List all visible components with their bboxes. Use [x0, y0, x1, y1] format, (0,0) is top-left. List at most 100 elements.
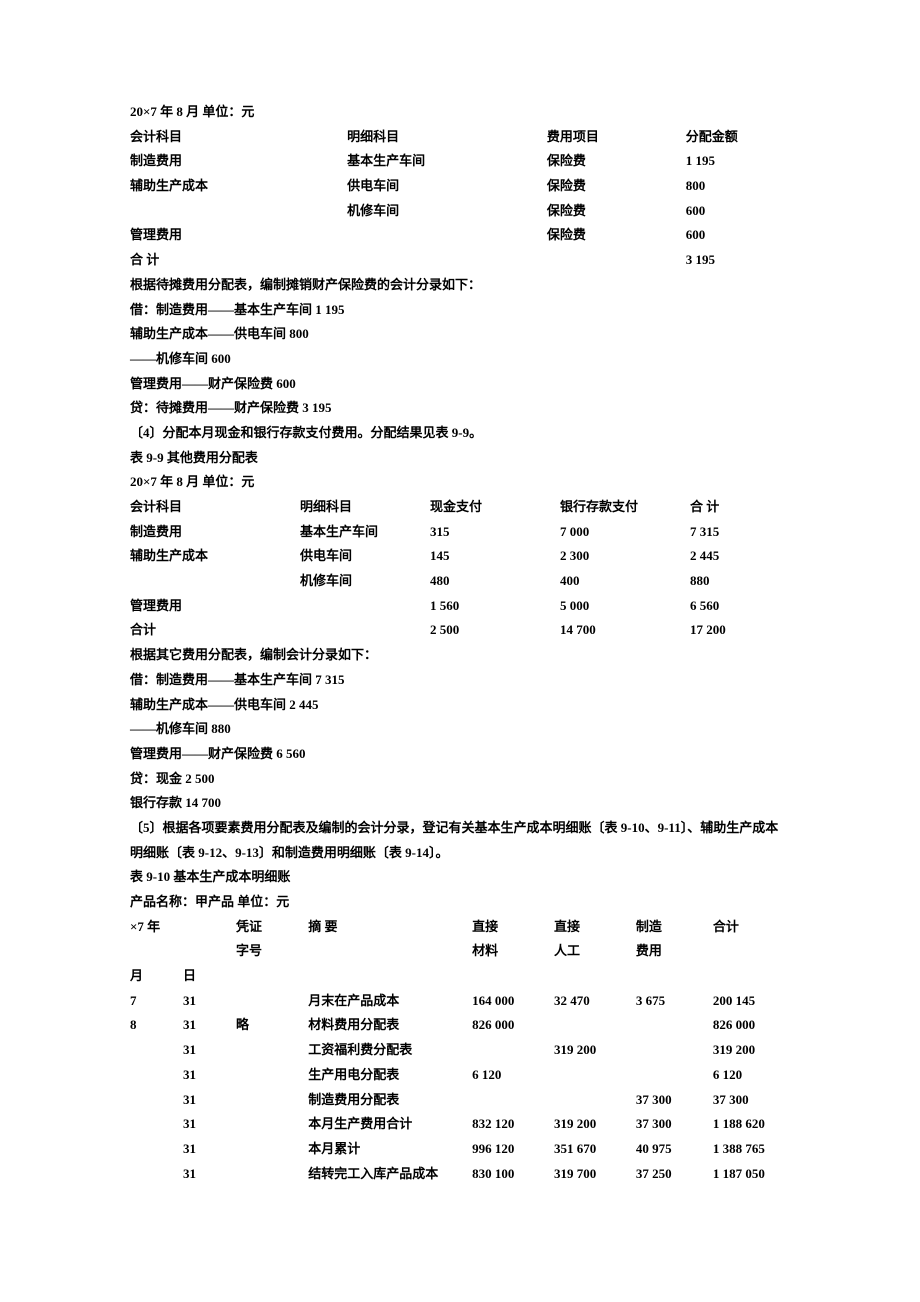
cell: 8 [130, 1013, 183, 1038]
text-line: 借：制造费用——基本生产车间 1 195 [130, 298, 790, 323]
cell: 31 [183, 1063, 236, 1088]
cell: 略 [236, 1013, 308, 1038]
cell [236, 1112, 308, 1137]
table-row: 8 31 略 材料费用分配表 826 000 826 000 [130, 1013, 790, 1038]
cell [554, 1013, 636, 1038]
cell: 37 300 [636, 1112, 713, 1137]
cell: 37 300 [713, 1088, 790, 1113]
table-header-row: 会计科目 明细科目 费用项目 分配金额 [130, 125, 790, 150]
cell: 供电车间 [347, 174, 547, 199]
col-header: 直接 [472, 915, 554, 940]
cell: 结转完工入库产品成本 [308, 1162, 472, 1187]
cell: 保险费 [547, 199, 686, 224]
cell [636, 1013, 713, 1038]
col-header: 合计 [713, 915, 790, 940]
cell: 996 120 [472, 1137, 554, 1162]
cell: 37 300 [636, 1088, 713, 1113]
cell [130, 1162, 183, 1187]
cell: 保险费 [547, 223, 686, 248]
col-header: 会计科目 [130, 495, 300, 520]
text-line: 根据其它费用分配表，编制会计分录如下： [130, 643, 790, 668]
text-line: ——机修车间 880 [130, 717, 790, 742]
cell: 40 975 [636, 1137, 713, 1162]
cell: 319 200 [554, 1112, 636, 1137]
cell: 7 000 [560, 520, 690, 545]
cell: 31 [183, 1137, 236, 1162]
cell [554, 1063, 636, 1088]
cell: 17 200 [690, 618, 790, 643]
cell: 400 [560, 569, 690, 594]
cell: 2 300 [560, 544, 690, 569]
cell: 6 120 [713, 1063, 790, 1088]
table-row: 合 计 3 195 [130, 248, 790, 273]
cell: 315 [430, 520, 560, 545]
cell: 7 [130, 989, 183, 1014]
cell: 本月生产费用合计 [308, 1112, 472, 1137]
cell: 31 [183, 1088, 236, 1113]
text-line: 贷：现金 2 500 [130, 767, 790, 792]
cell: 3 195 [686, 248, 790, 273]
col-header: 凭证 [236, 915, 308, 940]
cell: 合计 [130, 618, 300, 643]
cell: 1 188 620 [713, 1112, 790, 1137]
cell: 机修车间 [300, 569, 430, 594]
col-header: 银行存款支付 [560, 495, 690, 520]
cell: 31 [183, 1162, 236, 1187]
col-header: ×7 年 [130, 915, 183, 940]
cell [130, 1112, 183, 1137]
cell [236, 1038, 308, 1063]
col-header [308, 939, 472, 964]
cell [236, 989, 308, 1014]
table-row: 机修车间 保险费 600 [130, 199, 790, 224]
text-line: 〔5〕根据各项要素费用分配表及编制的会计分录，登记有关基本生产成本明细账〔表 9… [130, 816, 790, 865]
cell: 826 000 [472, 1013, 554, 1038]
cell: 351 670 [554, 1137, 636, 1162]
cell [300, 594, 430, 619]
cell: 本月累计 [308, 1137, 472, 1162]
cell: 制造费用 [130, 520, 300, 545]
col-header [183, 915, 236, 940]
cell: 319 700 [554, 1162, 636, 1187]
text-line: 表 9-10 基本生产成本明细账 [130, 865, 790, 890]
cell: 37 250 [636, 1162, 713, 1187]
cell [472, 1038, 554, 1063]
cell [347, 248, 547, 273]
col-header: 材料 [472, 939, 554, 964]
cell: 制造费用 [130, 149, 347, 174]
cell: 合 计 [130, 248, 347, 273]
cell: 管理费用 [130, 223, 347, 248]
col-header: 月 [130, 964, 183, 989]
cell [636, 1038, 713, 1063]
text-line: 管理费用——财产保险费 600 [130, 372, 790, 397]
cell: 14 700 [560, 618, 690, 643]
cell: 供电车间 [300, 544, 430, 569]
cell [636, 1063, 713, 1088]
cell [554, 1088, 636, 1113]
cell [130, 199, 347, 224]
cell: 1 388 765 [713, 1137, 790, 1162]
cell: 保险费 [547, 149, 686, 174]
cell: 800 [686, 174, 790, 199]
cell: 生产用电分配表 [308, 1063, 472, 1088]
col-header: 字号 [236, 939, 308, 964]
col-header [183, 939, 236, 964]
cell: 辅助生产成本 [130, 544, 300, 569]
table-row: 管理费用 1 560 5 000 6 560 [130, 594, 790, 619]
cell: 832 120 [472, 1112, 554, 1137]
cell: 机修车间 [347, 199, 547, 224]
cell: 145 [430, 544, 560, 569]
cell: 保险费 [547, 174, 686, 199]
table-row: 管理费用 保险费 600 [130, 223, 790, 248]
col-header [130, 939, 183, 964]
cell: 制造费用分配表 [308, 1088, 472, 1113]
table-row: 31 生产用电分配表 6 120 6 120 [130, 1063, 790, 1088]
table-row: 辅助生产成本 供电车间 保险费 800 [130, 174, 790, 199]
text-line: 借：制造费用——基本生产车间 7 315 [130, 668, 790, 693]
cell: 基本生产车间 [347, 149, 547, 174]
cell: 材料费用分配表 [308, 1013, 472, 1038]
cell: 5 000 [560, 594, 690, 619]
cell [130, 1063, 183, 1088]
cell [472, 1088, 554, 1113]
col-header [308, 964, 472, 989]
col-header: 制造 [636, 915, 713, 940]
